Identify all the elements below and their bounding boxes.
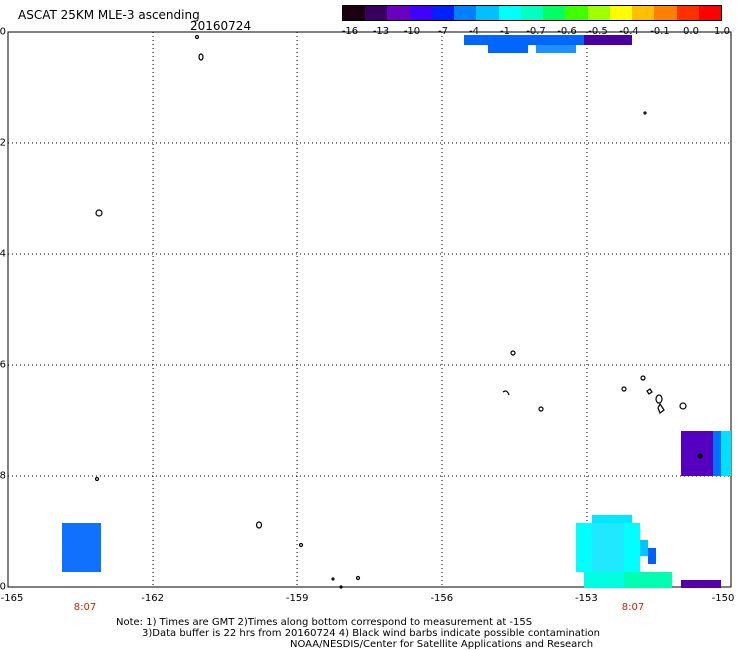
- wind-data-top: [464, 35, 632, 53]
- longitude-label: -150: [711, 593, 735, 604]
- plot-frame: [7, 31, 732, 588]
- note-line-1: Note: 1) Times are GMT 2)Times along bot…: [116, 617, 533, 628]
- wind-data-left: [62, 523, 101, 572]
- color-swatch: [431, 6, 455, 20]
- grid-lines: [8, 32, 731, 587]
- color-swatch: [543, 6, 566, 20]
- longitude-label: -159: [285, 593, 309, 604]
- color-swatch: [609, 6, 633, 20]
- map-title: ASCAT 25KM MLE-3 ascending: [18, 8, 200, 22]
- note-line-3: NOAA/NESDIS/Center for Satellite Applica…: [290, 639, 594, 650]
- longitude-label: -153: [575, 593, 598, 604]
- longitude-label: -156: [430, 593, 454, 604]
- color-swatch: [409, 6, 432, 20]
- color-swatch: [454, 6, 477, 20]
- color-swatch: [654, 6, 677, 20]
- wind-data-right: [681, 431, 731, 588]
- latitude-label: -10: [0, 26, 6, 38]
- color-swatch: [476, 6, 499, 20]
- latitude-label: -12: [0, 137, 6, 149]
- color-swatch: [565, 6, 588, 20]
- color-swatch: [498, 6, 521, 20]
- pass-time-right: 8:07: [621, 602, 645, 613]
- latitude-label: -18: [0, 470, 6, 482]
- latitude-label: -20: [0, 581, 6, 593]
- note-line-2: 3)Data buffer is 22 hrs from 20160724 4)…: [142, 628, 600, 639]
- latitude-label: -14: [0, 248, 6, 260]
- pass-time-left: 8:07: [73, 602, 97, 613]
- latitude-label: -16: [0, 359, 6, 371]
- color-swatch: [520, 6, 544, 20]
- color-swatch: [698, 6, 721, 20]
- color-swatch: [587, 6, 610, 20]
- longitude-label: -162: [141, 593, 164, 604]
- wind-data-bottom: [576, 515, 672, 588]
- color-swatch: [387, 6, 410, 20]
- color-swatch: [676, 6, 699, 20]
- color-swatch: [632, 6, 655, 20]
- color-swatch: [343, 6, 366, 20]
- islands: [94, 34, 703, 589]
- longitude-label: -165: [0, 593, 24, 604]
- color-scale-bar: [342, 5, 722, 21]
- map-date: 20160724: [190, 19, 252, 33]
- color-swatch: [365, 6, 388, 20]
